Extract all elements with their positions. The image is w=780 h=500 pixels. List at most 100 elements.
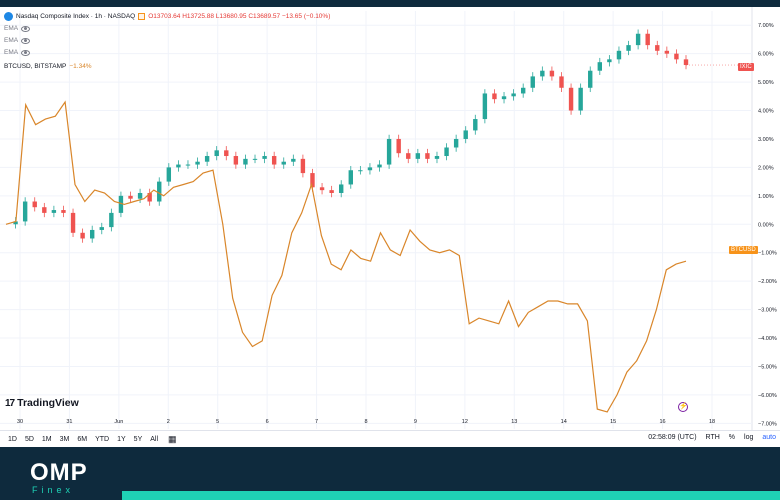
candle-body: [147, 192, 152, 202]
range-3m[interactable]: 3M: [59, 435, 70, 443]
x-tick-label: 14: [561, 419, 567, 425]
candle-body: [463, 130, 468, 139]
tradingview-mark-icon: 17: [5, 397, 15, 409]
candle-body: [597, 62, 603, 71]
y-tick-label: 6.00%: [758, 52, 774, 58]
y-tick-label: −2.00%: [758, 279, 777, 285]
candle-body: [520, 87, 526, 94]
candle-body: [655, 45, 660, 51]
candle-body: [607, 59, 612, 63]
range-5y[interactable]: 5Y: [133, 435, 143, 443]
candle-body: [243, 158, 248, 165]
candle-body: [300, 158, 306, 174]
x-tick-label: 13: [511, 419, 517, 425]
tradingview-logo[interactable]: 17 TradingView: [5, 397, 79, 409]
price-tag-compare: BTCUSD: [729, 246, 758, 254]
auto-toggle[interactable]: auto: [762, 434, 776, 441]
candle-body: [32, 201, 37, 208]
x-tick-label: 15: [610, 419, 616, 425]
range-1d[interactable]: 1D: [8, 435, 17, 443]
y-tick-label: 1.00%: [758, 194, 774, 200]
indicator-ema-3[interactable]: EMA: [4, 49, 31, 56]
range-ytd[interactable]: YTD: [95, 435, 110, 443]
candle-body: [118, 195, 124, 213]
tradingview-name: TradingView: [17, 397, 79, 409]
log-toggle[interactable]: log: [744, 434, 754, 441]
candle-body: [664, 50, 670, 54]
candle-body: [51, 210, 57, 213]
indicator-ema-2[interactable]: EMA: [4, 37, 31, 44]
eye-icon[interactable]: [21, 37, 31, 44]
x-tick-label: 7: [315, 419, 318, 425]
y-tick-label: 0.00%: [758, 222, 774, 228]
candle-body: [415, 153, 421, 159]
candle-body: [271, 156, 277, 165]
candle-body: [453, 138, 459, 148]
candle-body: [616, 50, 622, 60]
candle-body: [42, 207, 47, 213]
candle-body: [22, 201, 28, 222]
range-5d[interactable]: 5D: [24, 435, 34, 443]
flash-icon[interactable]: ⚡: [678, 402, 688, 412]
x-tick-label: 8: [364, 419, 367, 425]
candle-body: [348, 170, 353, 185]
candle-body: [492, 93, 497, 100]
candle-body: [310, 173, 315, 188]
indicator-label: EMA: [4, 25, 19, 32]
y-tick-label: −6.00%: [758, 393, 777, 399]
candle-body: [358, 170, 363, 172]
candle-body: [281, 161, 286, 165]
candle-body: [61, 210, 66, 213]
x-tick-label: 2: [167, 419, 170, 425]
omp-brand: OMP: [30, 459, 88, 486]
btc-series-line: [5, 100, 687, 413]
candle-body: [109, 212, 114, 228]
x-tick-label: 18: [709, 419, 715, 425]
candle-body: [568, 87, 574, 111]
session-toggle[interactable]: RTH: [705, 434, 720, 441]
y-tick-label: 5.00%: [758, 80, 774, 86]
symbol-legend[interactable]: Nasdaq Composite Index · 1h · NASDAQ O13…: [4, 12, 330, 21]
candle-body: [166, 167, 172, 182]
compare-legend[interactable]: BTCUSD, BITSTAMP −1.34%: [4, 63, 92, 70]
clock-readout[interactable]: 02:58:09 (UTC): [648, 434, 697, 441]
range-1m[interactable]: 1M: [41, 435, 52, 443]
y-tick-label: −1.00%: [758, 251, 777, 257]
candle-body: [540, 70, 545, 77]
candle-body: [137, 192, 143, 199]
x-tick-label: 9: [414, 419, 417, 425]
candle-body: [444, 147, 449, 157]
top-strip: [0, 0, 780, 7]
range-6m[interactable]: 6M: [77, 435, 88, 443]
percent-toggle[interactable]: %: [728, 434, 736, 441]
candle-body: [559, 76, 564, 88]
price-tag-main: IXIC: [738, 63, 754, 71]
x-tick-label: Jun: [114, 419, 123, 425]
bottom-toolbar: 1D 5D 1M 3M 6M YTD 1Y 5Y All ▦ 02:58:09 …: [0, 430, 780, 447]
candle-body: [530, 76, 535, 88]
candle-body: [645, 33, 650, 46]
candle-body: [157, 181, 162, 202]
calendar-icon[interactable]: ▦: [168, 433, 177, 444]
candle-body: [578, 87, 583, 111]
y-tick-label: −3.00%: [758, 308, 777, 314]
candle-body: [262, 156, 267, 159]
eye-icon[interactable]: [21, 25, 31, 32]
candle-body: [195, 161, 200, 165]
candle-body: [128, 195, 133, 199]
candle-body: [291, 158, 296, 162]
nasdaq-logo-icon: [4, 12, 13, 21]
candle-body: [473, 119, 478, 131]
x-tick-label: 30: [17, 419, 23, 425]
range-all[interactable]: All: [150, 435, 159, 443]
candle-body: [214, 150, 219, 157]
range-1y[interactable]: 1Y: [117, 435, 126, 443]
chart-area[interactable]: 7.00% 6.00% 5.00% 4.00% 3.00% 2.00% 1.00% 0.00%…: [0, 7, 780, 447]
chart-canvas[interactable]: 7.00% 6.00% 5.00% 4.00% 3.00% 2.00% 1.00% 0.00%…: [0, 7, 780, 430]
candle-body: [80, 232, 85, 239]
eye-icon[interactable]: [21, 49, 31, 56]
candle-body: [204, 156, 210, 162]
candle-body: [367, 167, 373, 171]
indicator-ema-1[interactable]: EMA: [4, 25, 31, 32]
